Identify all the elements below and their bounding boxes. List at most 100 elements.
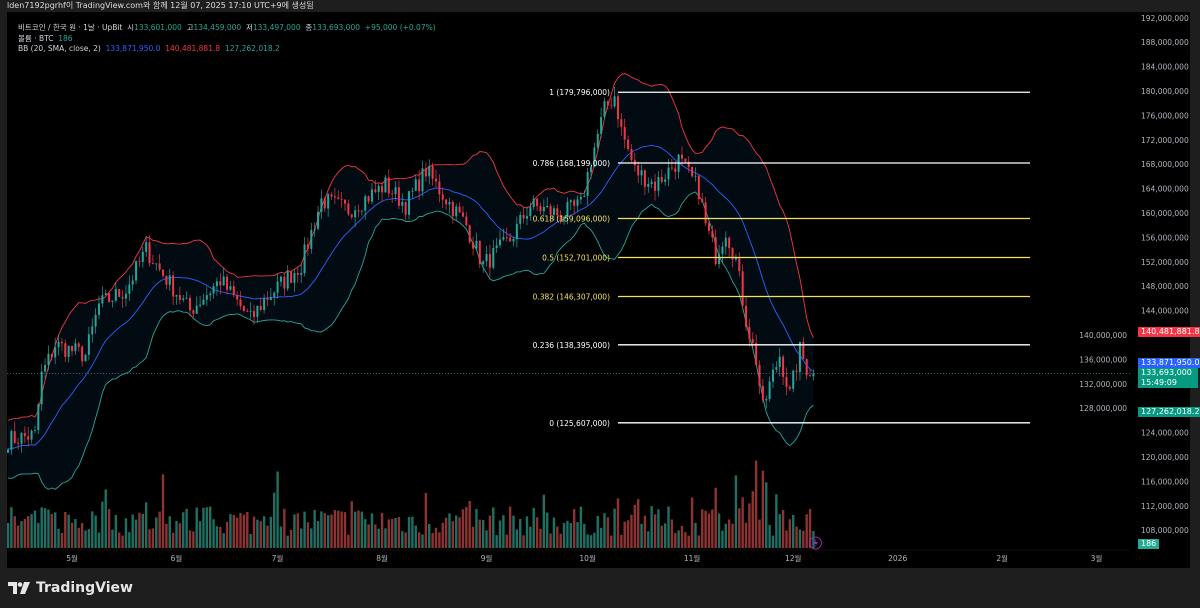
bb-legend[interactable]: BB (20, SMA, close, 2) 133,871,950.0 140…	[18, 44, 280, 53]
candle-body	[37, 404, 40, 431]
volume-bar	[97, 532, 101, 548]
candle-body	[47, 353, 50, 365]
candle-body	[681, 154, 683, 159]
candle-body	[327, 194, 330, 209]
candle-body	[168, 275, 171, 285]
brand-name: TradingView	[36, 580, 133, 596]
candle-body	[7, 449, 9, 453]
candle-body	[559, 215, 562, 221]
y-axis-tick-label: 148,000,000	[1141, 282, 1189, 291]
candle-body	[91, 326, 94, 335]
volume-bar	[121, 535, 124, 548]
candle-body	[269, 297, 272, 300]
volume-bar	[788, 519, 792, 548]
candle-body	[798, 341, 801, 372]
candle-body	[340, 198, 343, 200]
candle-body	[286, 271, 289, 289]
volume-bar	[701, 509, 704, 548]
candle-body	[205, 295, 208, 300]
candle-body	[630, 148, 633, 161]
candle-body	[13, 431, 16, 443]
volume-bar	[576, 522, 579, 548]
candle-body	[182, 298, 185, 301]
candle-body	[145, 242, 148, 252]
symbol-name[interactable]: 비트코인 / 한국 원 · 1날 · UpBit	[18, 23, 123, 32]
lightning-icon[interactable]	[808, 536, 822, 550]
volume-bar	[337, 510, 340, 548]
volume-bar	[205, 507, 209, 548]
y-axis-tick-label: 140,000,000	[1079, 331, 1127, 340]
chart-panel[interactable]: 192,000,000 188,000,000 184,000,000 180,000…	[7, 12, 1200, 568]
volume-bar	[556, 526, 559, 548]
candle-body	[536, 198, 539, 207]
tradingview-logo[interactable]: TradingView	[8, 580, 133, 596]
volume-bar	[792, 514, 795, 548]
fib-level-label: 0.382 (146,307,000)	[533, 293, 610, 302]
candle-body	[283, 276, 286, 289]
candle-body	[131, 280, 134, 285]
bb-basis-tag: 133,871,950.0	[1138, 358, 1200, 368]
candle-body	[468, 225, 471, 243]
volume-bar	[229, 514, 232, 548]
candle-body	[74, 343, 77, 352]
volume-bar	[107, 509, 111, 548]
volume-bar	[623, 521, 626, 548]
volume-bar	[235, 517, 239, 548]
volume-bar	[84, 530, 87, 548]
candle-body	[623, 126, 626, 140]
volume-bar	[610, 535, 613, 548]
candle-body	[418, 179, 421, 192]
candle-body	[509, 237, 512, 242]
volume-legend[interactable]: 볼륨 · BTC 186	[18, 33, 73, 44]
candle-body	[583, 195, 586, 197]
candle-body	[320, 198, 323, 212]
volume-bar	[222, 533, 225, 548]
candle-body	[202, 299, 205, 305]
volume-bar	[549, 533, 552, 548]
volume-bar	[347, 534, 350, 548]
volume-bar	[572, 509, 576, 548]
volume-bar	[367, 524, 370, 548]
candle-body	[542, 207, 545, 212]
volume-bar	[266, 525, 269, 548]
candle-body	[155, 263, 158, 265]
volume-bar	[286, 535, 289, 548]
candle-body	[253, 311, 256, 317]
volume-bar	[80, 522, 84, 548]
price-chart[interactable]: 192,000,000 188,000,000 184,000,000 180,000…	[7, 12, 1190, 568]
volume-bar	[468, 500, 471, 548]
candle-body	[242, 306, 245, 311]
volume-bar	[370, 513, 374, 548]
volume-bar	[64, 511, 67, 548]
volume-bar	[593, 532, 596, 548]
candle-body	[165, 275, 168, 285]
volume-bar	[74, 519, 77, 548]
volume-bar	[161, 474, 165, 548]
fib-level-label: 0.236 (138,395,000)	[533, 341, 610, 350]
volume-bar	[262, 516, 266, 548]
candle-body	[738, 257, 741, 272]
candle-body	[377, 185, 380, 192]
candle-body	[411, 190, 414, 192]
volume-bar	[775, 494, 778, 548]
candle-body	[532, 198, 535, 207]
candle-body	[384, 177, 387, 193]
candle-body	[593, 147, 596, 168]
candle-body	[505, 237, 508, 239]
candle-body	[408, 191, 411, 215]
candle-body	[347, 203, 350, 215]
candle-body	[293, 273, 296, 283]
candle-body	[276, 281, 279, 293]
candle-body	[573, 200, 576, 206]
candle-body	[458, 206, 461, 213]
candle-body	[711, 230, 714, 238]
volume-bar	[246, 511, 249, 548]
candle-body	[256, 305, 259, 317]
candle-body	[485, 254, 488, 262]
volume-bar	[448, 513, 451, 548]
volume-bar	[158, 511, 161, 548]
candle-body	[333, 196, 336, 198]
volume-bar	[182, 512, 185, 548]
y-axis-tick-label: 132,000,000	[1079, 380, 1127, 389]
x-axis-tick-label: 2026	[888, 554, 907, 563]
